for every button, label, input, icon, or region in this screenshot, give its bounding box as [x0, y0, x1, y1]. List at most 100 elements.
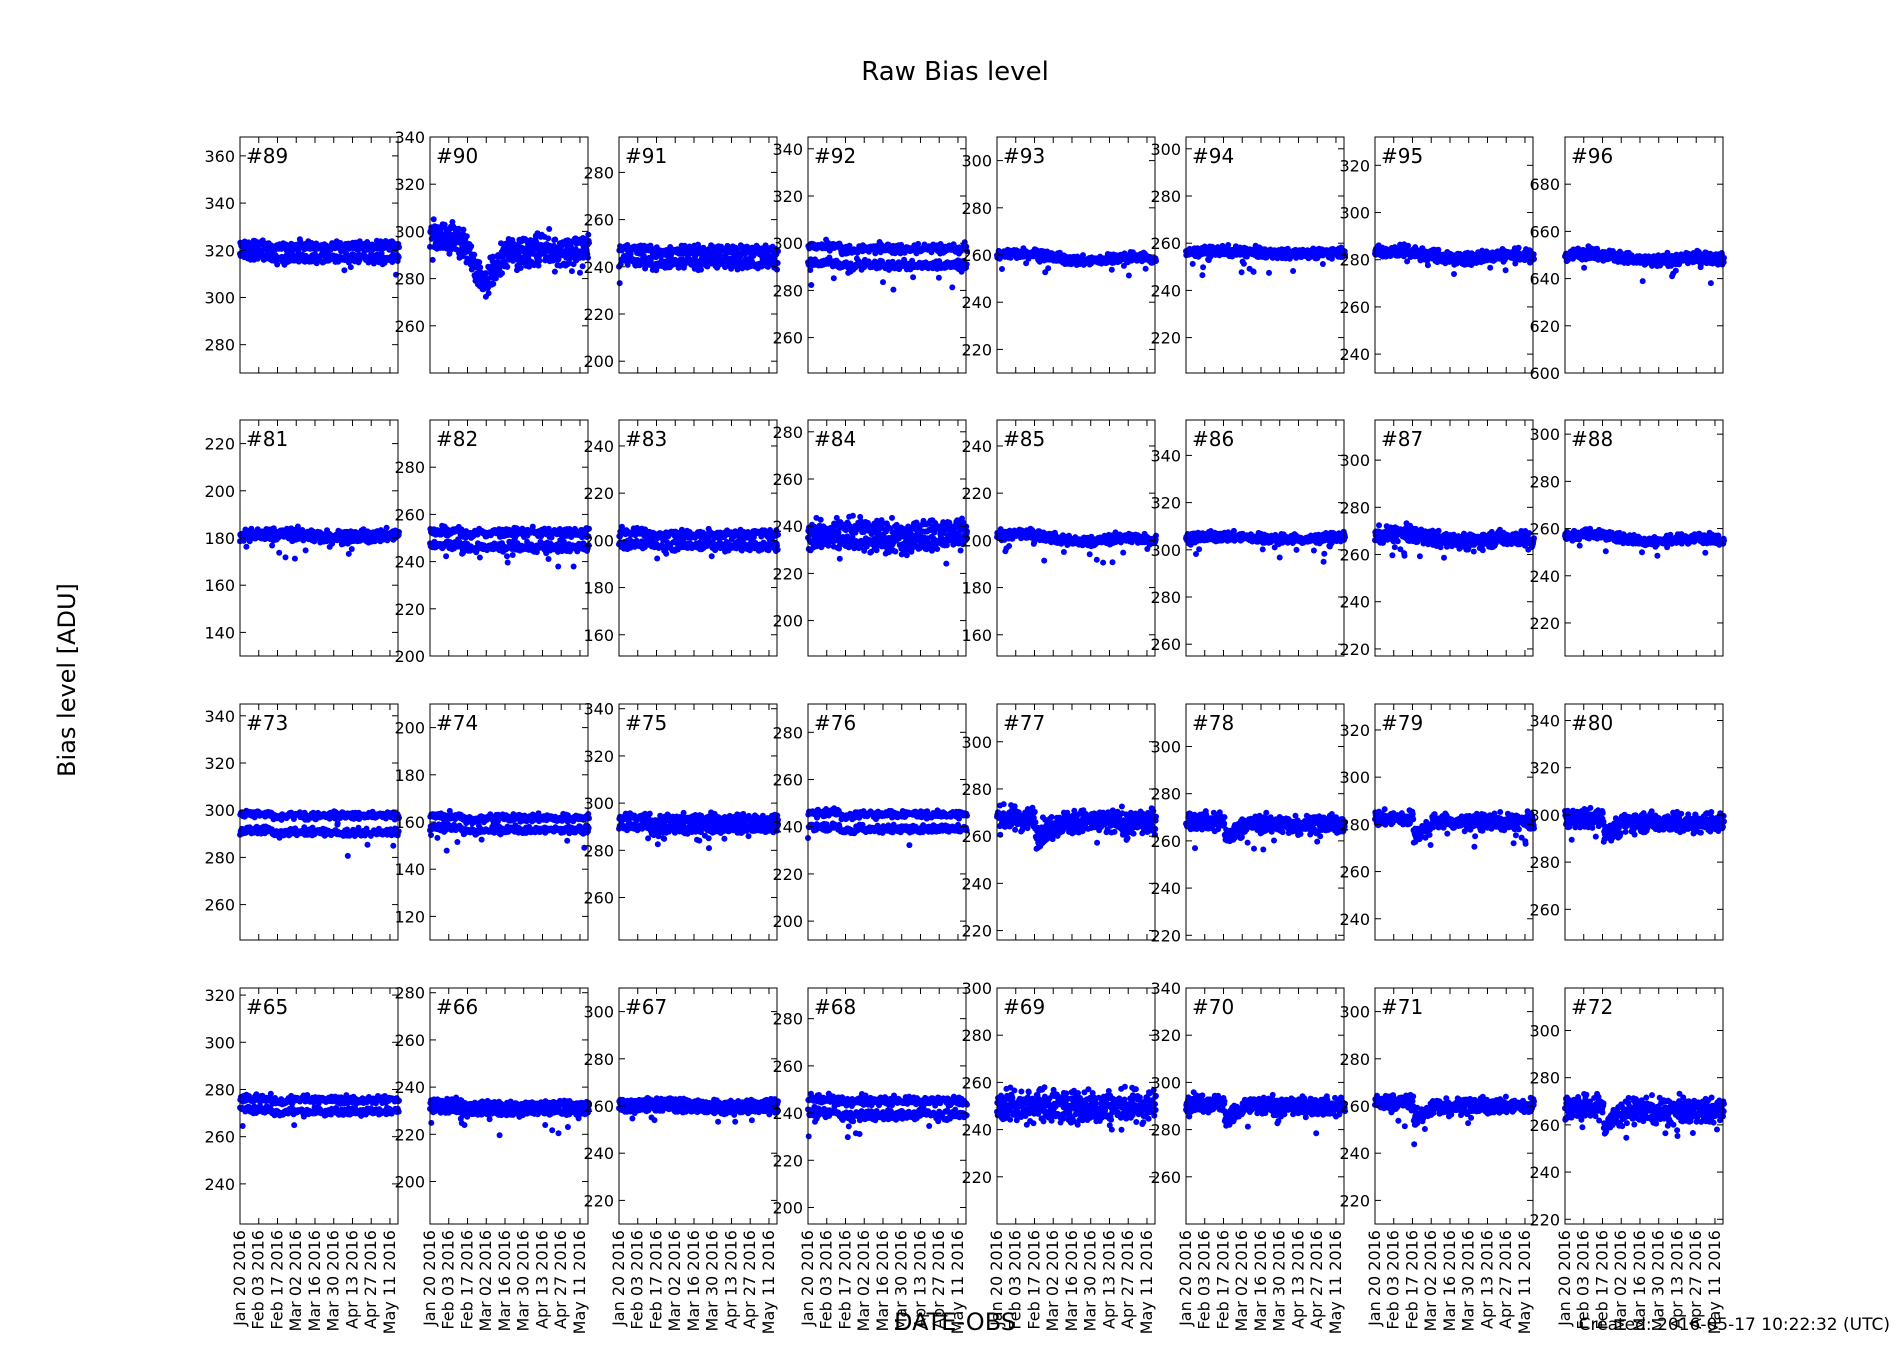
data-point	[1200, 264, 1207, 271]
panel-label: #90	[436, 144, 478, 168]
y-tick-label: 280	[1339, 251, 1370, 270]
data-point	[430, 216, 437, 223]
data-point	[1515, 244, 1522, 251]
data-points	[427, 216, 592, 300]
y-tick-label: 600	[1529, 364, 1560, 383]
data-point	[243, 543, 250, 550]
y-tick-label: 680	[1529, 175, 1560, 194]
data-point	[517, 265, 524, 271]
data-point	[1240, 260, 1247, 267]
y-tick-label: 340	[394, 128, 425, 147]
y-tick-label: 300	[1339, 204, 1370, 223]
data-points	[237, 236, 402, 278]
data-point	[1581, 264, 1588, 271]
data-point	[536, 257, 543, 264]
y-tick-label: 260	[1150, 234, 1181, 253]
y-tick-label: 220	[204, 435, 235, 454]
data-point	[1108, 266, 1115, 273]
data-point	[1290, 268, 1297, 274]
y-tick-label: 280	[583, 163, 614, 182]
data-point	[999, 266, 1005, 272]
data-point	[698, 266, 704, 273]
data-point	[1707, 280, 1714, 287]
data-point	[890, 286, 897, 293]
panel-94: 220 240 260 280 300 #94	[1150, 136, 1348, 374]
y-tick-label: 640	[1529, 270, 1560, 289]
data-point	[586, 239, 592, 246]
data-point	[551, 268, 558, 275]
data-point	[504, 553, 510, 560]
y-tick-label: 300	[204, 288, 235, 307]
y-tick-label: 260	[1339, 298, 1370, 317]
data-point	[274, 261, 281, 268]
y-tick-label: 240	[583, 258, 614, 277]
data-point	[1189, 260, 1196, 267]
data-point	[808, 282, 815, 288]
data-points	[994, 245, 1159, 279]
data-point	[490, 280, 497, 287]
y-tick-label: 260	[394, 317, 425, 336]
data-point	[545, 556, 552, 562]
data-point	[302, 547, 309, 554]
y-tick-label: 300	[772, 234, 803, 253]
data-point	[509, 552, 516, 558]
y-tick-label: 240	[1150, 281, 1181, 300]
y-tick-label: 340	[204, 194, 235, 213]
y-tick-label: 300	[1150, 140, 1181, 159]
data-point	[1531, 256, 1537, 262]
data-point	[476, 259, 483, 266]
data-point	[568, 268, 575, 275]
data-point	[504, 559, 511, 566]
y-tick-label: 280	[1150, 187, 1181, 206]
y-tick-label: 320	[394, 175, 425, 194]
panel-label: #94	[1192, 144, 1234, 168]
data-point	[1639, 278, 1646, 285]
data-point	[443, 553, 450, 560]
data-point	[1238, 269, 1245, 276]
data-point	[1424, 262, 1431, 269]
data-point	[499, 270, 505, 277]
y-tick-label: 280	[772, 281, 803, 300]
data-point	[1721, 254, 1727, 261]
data-point	[616, 280, 623, 287]
data-points	[1562, 243, 1727, 287]
data-point	[910, 274, 917, 281]
created-timestamp: Created: 2016-05-17 10:22:32 (UTC)	[1579, 1315, 1890, 1335]
data-point	[476, 554, 483, 561]
data-point	[341, 267, 348, 274]
panel-label: #91	[625, 144, 667, 168]
y-tick-label: 320	[772, 187, 803, 206]
data-point	[552, 236, 559, 243]
data-point	[1125, 272, 1132, 279]
y-tick-label: 300	[961, 152, 992, 171]
data-point	[577, 269, 583, 276]
y-tick-label: 220	[1150, 329, 1181, 348]
data-point	[396, 244, 402, 251]
y-tick-label: 320	[204, 241, 235, 260]
data-point	[546, 226, 553, 232]
y-tick-label: 260	[772, 329, 803, 348]
data-point	[1045, 265, 1052, 272]
data-point	[1502, 267, 1509, 274]
panel-label: #81	[246, 427, 288, 451]
y-axis-label: Bias level [ADU]	[53, 583, 81, 777]
data-point	[1153, 258, 1159, 264]
data-point	[395, 254, 402, 261]
data-points	[1372, 241, 1537, 277]
panel-label: #92	[814, 144, 856, 168]
data-point	[1199, 272, 1206, 279]
data-point	[1319, 261, 1326, 267]
data-points	[237, 523, 402, 562]
data-point	[291, 555, 298, 562]
data-points	[805, 236, 970, 293]
y-tick-label: 360	[204, 147, 235, 166]
y-tick-label: 300	[394, 222, 425, 241]
data-points	[616, 241, 781, 287]
data-point	[1672, 267, 1679, 274]
data-point	[1142, 265, 1149, 272]
data-point	[347, 264, 354, 271]
